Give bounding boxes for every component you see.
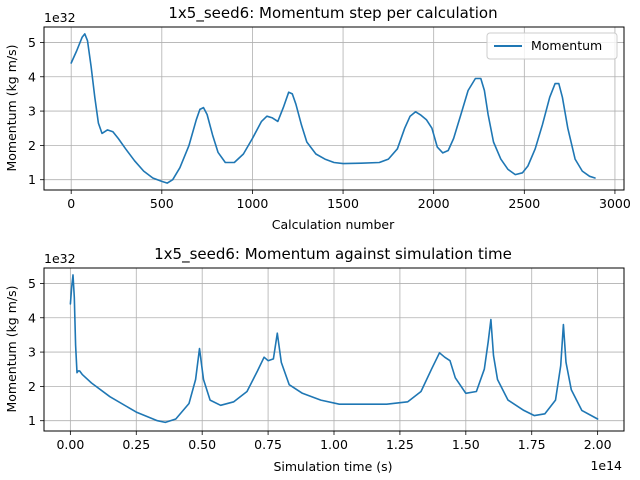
x-tick-label: 0.75 [254,437,282,452]
y-offset-label: 1e32 [44,251,76,266]
chart-momentum-per-calculation: 1x5_seed6: Momentum step per calculation… [4,4,631,232]
chart-title: 1x5_seed6: Momentum step per calculation [168,4,497,23]
y-tick-label: 1 [28,172,36,187]
ticks: 0.00 0.25 0.50 0.75 1.00 1.25 1.50 1.75 2.00 1 2 3 4… [28,276,612,452]
x-tick-label: 0 [67,196,75,211]
x-tick-label: 0.00 [56,437,84,452]
y-tick-label: 3 [28,104,36,119]
y-tick-label: 1 [28,413,36,428]
x-tick-label: 1.00 [320,437,348,452]
series-lines [69,274,599,424]
y-tick-label: 5 [28,276,36,291]
y-axis-label: Momentum (kg m/s) [4,286,19,413]
x-tick-label: 0.50 [188,437,216,452]
x-tick-label: 1500 [327,196,359,211]
legend-box [486,32,618,60]
x-tick-label: 1.25 [386,437,414,452]
y-offset-label: 1e32 [44,10,76,25]
x-tick-label: 2500 [508,196,540,211]
x-tick-label: 0.25 [122,437,150,452]
legend: Momentum [486,32,618,60]
series-line-momentum [69,274,599,424]
y-tick-label: 5 [28,35,36,50]
x-tick-label: 3000 [599,196,631,211]
y-tick-label: 4 [28,69,36,84]
series-line-momentum [70,33,596,184]
axes-frame [43,26,625,191]
x-tick-label: 500 [150,196,174,211]
x-tick-label: 1.50 [452,437,480,452]
y-tick-label: 2 [28,138,36,153]
ticks: 0 500 1000 1500 2000 2500 3000 1 2 3 4 5 [28,35,631,211]
y-tick-label: 4 [28,310,36,325]
x-offset-label: 1e14 [590,458,622,473]
x-axis-label: Calculation number [272,217,395,232]
x-tick-label: 2000 [418,196,450,211]
y-axis-label: Momentum (kg m/s) [4,45,19,172]
x-axis-label: Simulation time (s) [273,459,392,474]
chart-title: 1x5_seed6: Momentum against simulation t… [154,245,512,264]
x-tick-label: 2.00 [584,437,612,452]
y-tick-label: 3 [28,345,36,360]
series-lines [70,33,596,184]
legend-entry-momentum: Momentum [531,38,602,53]
y-tick-label: 2 [28,379,36,394]
grid [44,268,624,431]
x-tick-label: 1.75 [518,437,546,452]
chart-momentum-vs-simulation-time: 1x5_seed6: Momentum against simulation t… [4,245,625,474]
x-tick-label: 1000 [237,196,269,211]
